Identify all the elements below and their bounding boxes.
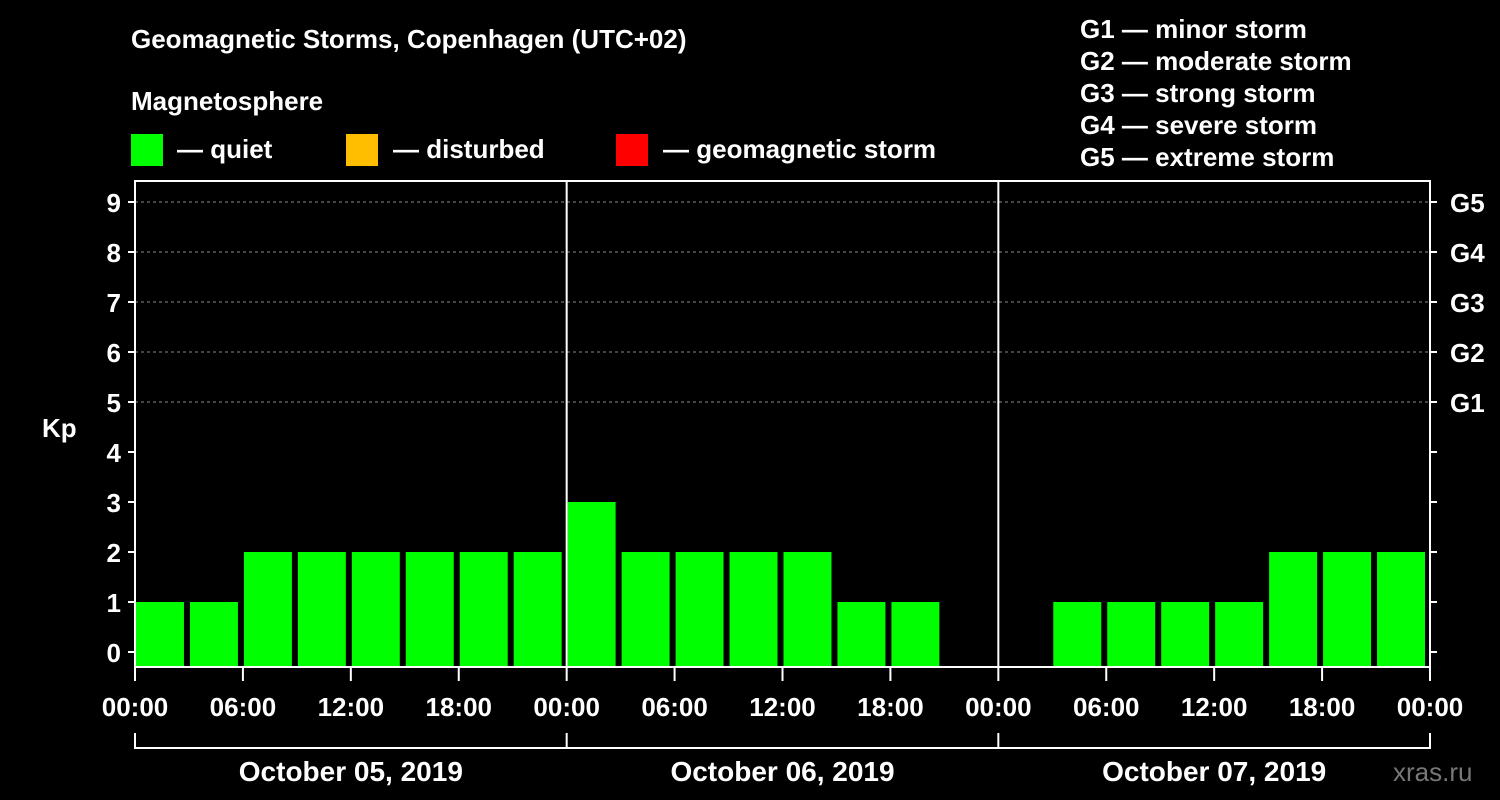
storm-legend-g3: G3 — strong storm (1080, 78, 1316, 108)
x-tick-label: 06:00 (641, 692, 708, 722)
y-tick-label: 8 (107, 238, 121, 268)
kp-bar (1107, 602, 1156, 667)
kp-bar (297, 552, 346, 667)
kp-bar (189, 602, 238, 667)
legend-label-quiet: — quiet (177, 134, 273, 164)
y-tick-label: 9 (107, 188, 121, 218)
storm-legend-g4: G4 — severe storm (1080, 110, 1318, 140)
kp-bar (1161, 602, 1210, 667)
storm-scale-label-g5: G5 (1450, 188, 1485, 218)
x-tick-label: 18:00 (426, 692, 493, 722)
legend-label-disturbed: — disturbed (393, 134, 545, 164)
legend-swatch-storm (616, 134, 648, 166)
x-tick-label: 12:00 (749, 692, 816, 722)
kp-bar (567, 502, 616, 667)
storm-legend-g1: G1 — minor storm (1080, 14, 1307, 44)
legend-swatch-disturbed (346, 134, 378, 166)
kp-bar (891, 602, 940, 667)
x-tick-label: 18:00 (857, 692, 924, 722)
kp-bar (1053, 602, 1102, 667)
watermark: xras.ru (1393, 757, 1473, 787)
y-tick-label: 7 (107, 288, 121, 318)
legend-section-title: Magnetosphere (131, 86, 324, 116)
y-tick-label: 1 (107, 588, 121, 618)
storm-scale-label-g4: G4 (1450, 238, 1485, 268)
x-tick-label: 00:00 (102, 692, 169, 722)
legend-swatch-quiet (131, 134, 163, 166)
y-tick-label: 0 (107, 638, 121, 668)
kp-bar (837, 602, 886, 667)
day-label: October 06, 2019 (670, 756, 894, 787)
kp-bar (405, 552, 454, 667)
kp-bar (513, 552, 562, 667)
kp-bar (1215, 602, 1264, 667)
x-tick-label: 06:00 (1073, 692, 1140, 722)
kp-bar (1323, 552, 1372, 667)
x-tick-label: 00:00 (533, 692, 600, 722)
x-tick-label: 00:00 (1397, 692, 1464, 722)
kp-bar (351, 552, 400, 667)
y-tick-label: 2 (107, 538, 121, 568)
x-tick-label: 12:00 (318, 692, 385, 722)
kp-bar (459, 552, 508, 667)
storm-scale-label-g3: G3 (1450, 288, 1485, 318)
kp-bar (136, 602, 184, 667)
kp-bar (1269, 552, 1318, 667)
kp-bar (243, 552, 292, 667)
y-tick-label: 4 (107, 438, 122, 468)
kp-bar (729, 552, 778, 667)
y-tick-label: 3 (107, 488, 121, 518)
kp-bar (783, 552, 832, 667)
legend-label-storm: — geomagnetic storm (663, 134, 937, 164)
kp-bar (1377, 552, 1425, 667)
storm-scale-label-g1: G1 (1450, 388, 1485, 418)
storm-legend-g2: G2 — moderate storm (1080, 46, 1352, 76)
x-tick-label: 00:00 (965, 692, 1032, 722)
x-tick-label: 06:00 (210, 692, 277, 722)
x-tick-label: 12:00 (1181, 692, 1248, 722)
chart-title: Geomagnetic Storms, Copenhagen (UTC+02) (131, 24, 687, 54)
y-axis-label: Kp (42, 413, 77, 443)
kp-bar (621, 552, 670, 667)
y-tick-label: 6 (107, 338, 121, 368)
day-label: October 05, 2019 (239, 756, 463, 787)
storm-legend-g5: G5 — extreme storm (1080, 142, 1335, 172)
day-label: October 07, 2019 (1102, 756, 1326, 787)
x-tick-label: 18:00 (1289, 692, 1356, 722)
storm-scale-label-g2: G2 (1450, 338, 1485, 368)
kp-bar (675, 552, 724, 667)
y-tick-label: 5 (107, 388, 121, 418)
